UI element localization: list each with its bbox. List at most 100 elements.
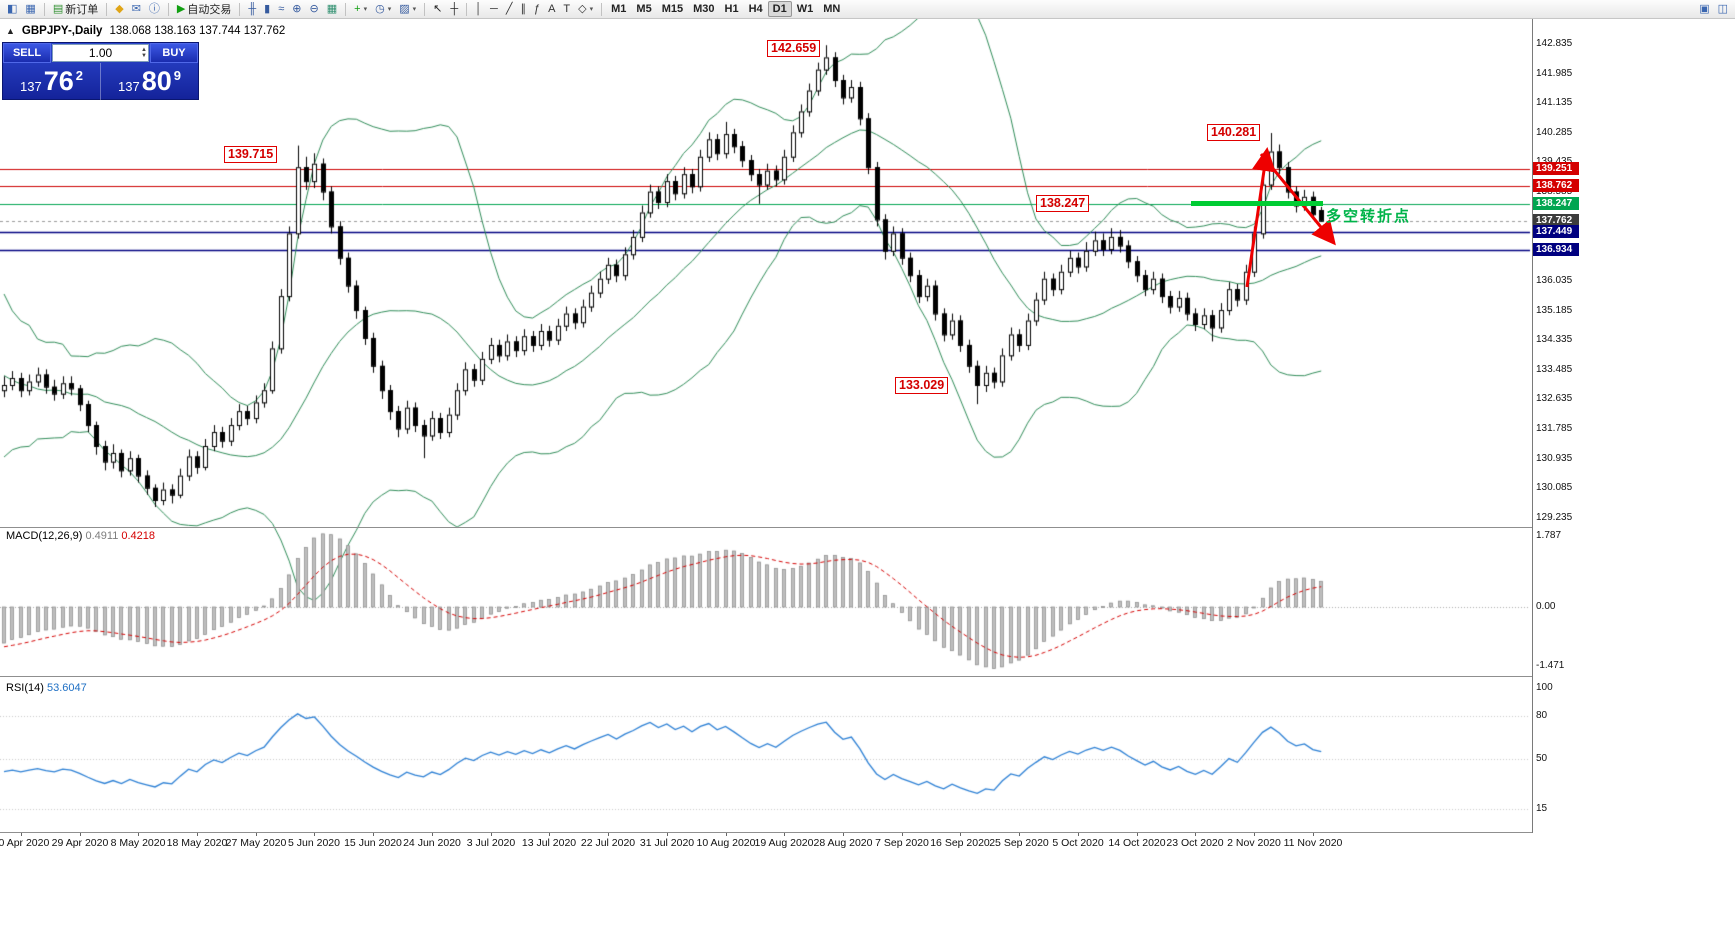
support-level-line[interactable] — [1191, 201, 1323, 206]
one-click-collapse-toggle[interactable]: ▲ — [6, 26, 15, 36]
timeframe-m1-button[interactable]: M1 — [606, 1, 631, 17]
indicators-button[interactable]: + ▾ — [350, 2, 371, 17]
bid-price[interactable]: 137 76 2 — [3, 63, 100, 101]
price-annotation[interactable]: 138.247 — [1036, 195, 1090, 212]
toolbar-group-trade: ▤ 新订单 — [49, 0, 102, 19]
spinner-up-icon[interactable]: ▲ — [141, 47, 147, 53]
market-icon: ◆ — [115, 2, 124, 15]
price-annotation[interactable]: 133.029 — [895, 377, 949, 394]
templates-button[interactable]: ▨ ▾ — [395, 2, 420, 17]
time-tick — [256, 833, 257, 836]
chart-window: ▲ GBPJPY-,Daily 138.068 138.163 137.744 … — [0, 19, 1735, 944]
price-tick: 139.435 — [1536, 156, 1572, 168]
time-tick — [21, 833, 22, 836]
zoom-in-button[interactable]: ⊕ — [288, 2, 305, 17]
profiles-button[interactable]: ▦ — [21, 2, 39, 17]
autotrading-button[interactable]: ▶ 自动交易 — [173, 0, 235, 19]
time-axis-label: 3 Jul 2020 — [466, 837, 516, 849]
text-label-button[interactable]: T — [559, 2, 574, 17]
pivot-annotation-text[interactable]: 多空转折点 — [1326, 208, 1412, 225]
shapes-button[interactable]: ◇ ▾ — [574, 2, 597, 17]
timeframe-mn-button[interactable]: MN — [818, 1, 845, 17]
timeframe-d1-button[interactable]: D1 — [767, 1, 792, 17]
volume-input[interactable]: 1.00 ▲ ▼ — [52, 44, 149, 62]
time-axis-label: 2 Nov 2020 — [1227, 837, 1281, 849]
new-order-icon: ▤ — [52, 2, 64, 15]
time-axis-label: 8 May 2020 — [110, 837, 166, 849]
horizontal-line-button[interactable]: ─ — [486, 2, 502, 17]
price-badge: 138.762 — [1533, 179, 1579, 193]
candlestick-chart-button[interactable]: ▮ — [260, 2, 274, 17]
timeframe-h4-button[interactable]: H4 — [744, 1, 768, 17]
dropdown-arrow-icon: ▾ — [363, 6, 368, 13]
market-button[interactable]: ◆ — [111, 2, 127, 17]
crosshair-icon: ┼ — [450, 2, 459, 15]
price-chart-canvas[interactable] — [0, 19, 1532, 832]
dropdown-arrow-icon: ▾ — [412, 6, 417, 13]
time-tick — [138, 833, 139, 836]
new-order-button[interactable]: ▤ 新订单 — [49, 0, 102, 19]
rsi-panel-divider[interactable] — [0, 676, 1578, 677]
time-tick — [373, 833, 374, 836]
toolbar-group-right: ▣ ◫ — [1695, 2, 1732, 17]
timeframe-m15-button[interactable]: M15 — [657, 1, 688, 17]
time-axis-label: 15 Jun 2020 — [344, 837, 402, 849]
timeframe-w1-button[interactable]: W1 — [792, 1, 819, 17]
price-annotation[interactable]: 139.715 — [224, 146, 278, 163]
toolbar-group-objects: │ ─ ╱ ∥ ƒ A T ◇ ▾ — [471, 2, 597, 17]
zoom-out-icon: ⊖ — [309, 2, 319, 15]
indicators-icon: + — [354, 2, 361, 15]
volume-spinner[interactable]: ▲ ▼ — [141, 45, 147, 61]
cursor-button[interactable]: ↖ — [429, 2, 446, 17]
text-icon: A — [548, 2, 556, 15]
bid-pips: 76 — [43, 66, 74, 96]
sell-button[interactable]: SELL — [3, 43, 51, 63]
macd-main-value: 0.4911 — [85, 530, 119, 542]
ask-price[interactable]: 137 80 9 — [100, 63, 198, 101]
crosshair-button[interactable]: ┼ — [446, 2, 462, 17]
zoom-in-icon: ⊕ — [292, 2, 302, 15]
price-tick: 129.235 — [1536, 511, 1573, 523]
spinner-down-icon[interactable]: ▼ — [141, 53, 147, 59]
timeframe-m30-button[interactable]: M30 — [688, 1, 719, 17]
line-chart-button[interactable]: ≈ — [274, 2, 288, 17]
community-button[interactable]: ✉ — [128, 2, 145, 17]
tile-windows-button[interactable]: ▦ — [323, 2, 341, 17]
price-badge: 139.251 — [1533, 162, 1579, 176]
price-tick: 134.335 — [1536, 334, 1573, 346]
timeframe-m5-button[interactable]: M5 — [631, 1, 656, 17]
periods-button[interactable]: ◷ ▾ — [371, 2, 395, 17]
channel-icon: ∥ — [520, 2, 526, 15]
time-axis-label: 28 Aug 2020 — [813, 837, 873, 849]
docking-button[interactable]: ◫ — [1714, 2, 1732, 17]
price-annotation[interactable]: 142.659 — [767, 40, 821, 57]
buy-button[interactable]: BUY — [150, 43, 198, 63]
price-tick: 141.135 — [1536, 97, 1573, 109]
periods-icon: ◷ — [375, 2, 385, 15]
channel-button[interactable]: ∥ — [516, 2, 530, 17]
timeframe-h1-button[interactable]: H1 — [720, 1, 744, 17]
time-axis-label: 5 Jun 2020 — [288, 837, 340, 849]
new-chart-button[interactable]: ◧ — [3, 2, 21, 17]
help-button[interactable]: ⓘ — [145, 2, 164, 17]
macd-panel-divider[interactable] — [0, 527, 1578, 528]
time-tick — [549, 833, 550, 836]
zoom-out-button[interactable]: ⊖ — [306, 2, 323, 17]
fibonacci-button[interactable]: ƒ — [530, 2, 544, 17]
trendline-button[interactable]: ╱ — [502, 2, 517, 17]
price-annotation[interactable]: 140.281 — [1207, 124, 1261, 141]
macd-axis-tick: -1.471 — [1536, 659, 1565, 671]
fullscreen-button[interactable]: ▣ — [1695, 2, 1713, 17]
price-axis[interactable]: 142.835141.985141.135140.285139.435138.5… — [1532, 19, 1579, 833]
toolbar-separator — [239, 2, 241, 16]
price-badge: 138.247 — [1533, 197, 1579, 211]
bar-chart-button[interactable]: ╫ — [244, 2, 260, 17]
bid-fraction: 2 — [75, 68, 83, 83]
autotrading-play-icon: ▶ — [176, 2, 186, 15]
vertical-line-button[interactable]: │ — [471, 2, 486, 17]
text-button[interactable]: A — [544, 2, 559, 17]
templates-icon: ▨ — [399, 2, 410, 15]
toolbar-group-timeframes: M1 M5 M15 M30 H1 H4 D1 W1 MN — [606, 1, 845, 17]
